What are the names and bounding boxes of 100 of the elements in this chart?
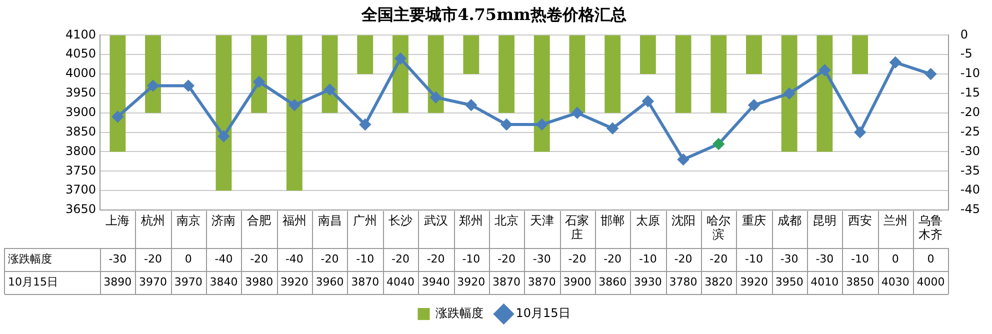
data-label: 3900 bbox=[563, 275, 592, 288]
data-label: -20 bbox=[250, 252, 268, 266]
data-label: 3870 bbox=[351, 275, 380, 288]
data-label: 4010 bbox=[810, 275, 839, 288]
data-label: -30 bbox=[816, 252, 834, 266]
point bbox=[536, 119, 548, 130]
x-tick-label: 广州 bbox=[353, 213, 378, 228]
point bbox=[501, 119, 512, 130]
x-tick-label: 北京 bbox=[494, 213, 519, 228]
x-tick-label: 重庆 bbox=[742, 213, 766, 228]
x-tick-label: 成都 bbox=[777, 213, 802, 228]
data-label: 3920 bbox=[740, 275, 768, 288]
data-label: 3970 bbox=[139, 275, 168, 288]
point bbox=[925, 68, 936, 80]
y2-tick-label: -40 bbox=[960, 182, 980, 197]
x-tick-label: 哈尔滨 bbox=[706, 213, 731, 242]
point bbox=[360, 119, 371, 130]
y2-tick-label: -20 bbox=[960, 105, 980, 120]
data-label: -20 bbox=[426, 252, 445, 266]
data-label: 4000 bbox=[916, 275, 945, 288]
point bbox=[148, 80, 159, 92]
data-label: -10 bbox=[851, 252, 870, 266]
y-tick-label: 4100 bbox=[65, 27, 96, 42]
point bbox=[288, 100, 300, 111]
x-tick-label: 合肥 bbox=[247, 213, 272, 228]
legend-label: 10月15日 bbox=[516, 306, 570, 320]
y2-tick-label: -15 bbox=[960, 86, 980, 100]
data-label: -20 bbox=[710, 252, 728, 266]
x-tick-label: 邯郸 bbox=[600, 213, 625, 228]
x-tick-label: 福州 bbox=[282, 213, 306, 228]
chart-title: 全国主要城市4.75mm热卷价格汇总 bbox=[360, 4, 626, 24]
point bbox=[607, 122, 618, 134]
y-tick-label: 3900 bbox=[65, 105, 96, 120]
data-label: 3970 bbox=[174, 275, 202, 288]
data-label: 3860 bbox=[598, 275, 627, 288]
x-tick-label: 武汉 bbox=[424, 213, 448, 228]
point bbox=[890, 56, 901, 68]
data-label: -20 bbox=[604, 252, 622, 266]
data-label: -30 bbox=[108, 252, 127, 266]
data-label: -20 bbox=[498, 252, 516, 266]
text: 10月15日 bbox=[8, 275, 58, 288]
y-tick-label: 4050 bbox=[65, 46, 96, 61]
point bbox=[784, 88, 795, 99]
point bbox=[254, 76, 265, 88]
y-tick-label: 3750 bbox=[65, 163, 96, 178]
data-label: -40 bbox=[214, 252, 233, 266]
x-tick-label: 兰州 bbox=[883, 213, 908, 228]
data-label: -10 bbox=[744, 252, 763, 266]
y2-tick-label: -45 bbox=[960, 202, 980, 216]
point bbox=[324, 84, 336, 96]
data-label: 3850 bbox=[846, 275, 874, 288]
data-label: -10 bbox=[356, 252, 374, 266]
point bbox=[854, 126, 866, 138]
x-tick-label: 沈阳 bbox=[671, 213, 696, 228]
y2-tick-label: -5 bbox=[960, 46, 972, 61]
data-label: 3780 bbox=[669, 275, 698, 288]
y2-tick-label: 0 bbox=[960, 27, 968, 42]
data-label: 3820 bbox=[704, 275, 733, 288]
x-tick-label: 乌鲁木齐 bbox=[918, 213, 943, 242]
y2-tick-label: -35 bbox=[960, 163, 980, 178]
y-tick-label: 3650 bbox=[65, 202, 96, 216]
data-label: 3890 bbox=[104, 275, 132, 288]
x-tick-label: 石家庄 bbox=[565, 213, 590, 242]
point bbox=[430, 92, 442, 103]
point bbox=[218, 130, 230, 142]
y2-tick-label: -10 bbox=[960, 66, 980, 80]
y-tick-label: 3950 bbox=[65, 86, 96, 100]
data-label: 3950 bbox=[775, 275, 804, 288]
data-label: 3930 bbox=[634, 275, 662, 288]
point bbox=[112, 111, 124, 122]
data-label: -20 bbox=[320, 252, 339, 266]
data-label: 3960 bbox=[316, 275, 344, 288]
point bbox=[678, 154, 689, 165]
data-label: 0 bbox=[927, 252, 934, 266]
x-tick-label: 长沙 bbox=[388, 213, 412, 228]
point bbox=[713, 138, 724, 150]
data-label: 3840 bbox=[210, 275, 238, 288]
data-label: -10 bbox=[462, 252, 480, 266]
y-tick-label: 4000 bbox=[65, 66, 96, 80]
legend-label: 涨跌幅度 bbox=[436, 306, 484, 320]
x-tick-label: 南京 bbox=[176, 213, 200, 228]
point bbox=[466, 100, 477, 111]
x-tick-label: 天津 bbox=[530, 213, 554, 228]
point bbox=[182, 80, 194, 92]
data-label: 4030 bbox=[881, 275, 910, 288]
data-label: -10 bbox=[638, 252, 657, 266]
y2-tick-label: -25 bbox=[960, 124, 980, 138]
data-label: -20 bbox=[391, 252, 410, 266]
data-label: 3870 bbox=[492, 275, 521, 288]
data-label: 3870 bbox=[528, 275, 556, 288]
x-tick-label: 南昌 bbox=[318, 213, 342, 228]
point bbox=[748, 100, 760, 111]
text: 涨跌幅度 bbox=[8, 252, 52, 266]
data-label: 4040 bbox=[386, 275, 414, 288]
data-label: -30 bbox=[532, 252, 551, 266]
data-label: -40 bbox=[285, 252, 304, 266]
point bbox=[819, 64, 830, 76]
x-tick-label: 杭州 bbox=[140, 213, 166, 228]
x-tick-label: 济南 bbox=[212, 213, 236, 228]
data-label: -20 bbox=[674, 252, 692, 266]
